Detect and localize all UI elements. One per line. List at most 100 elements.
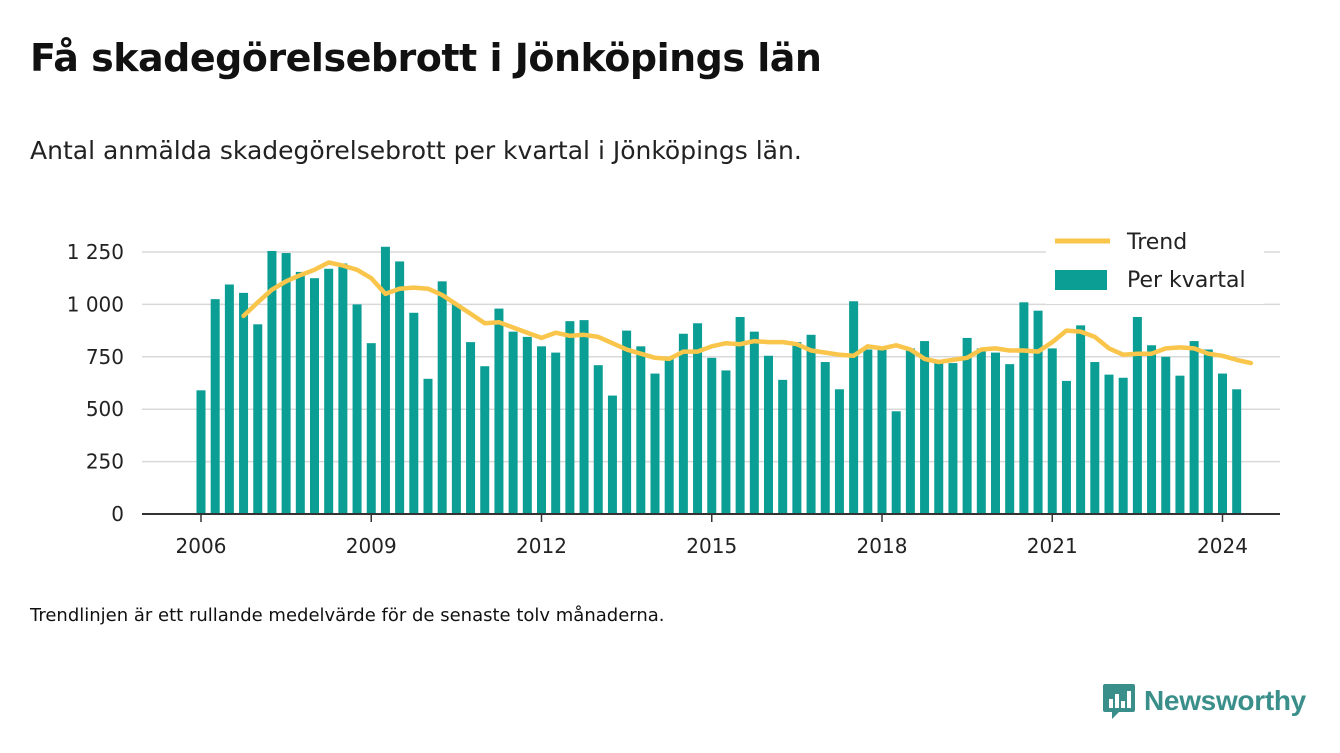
bar [395, 261, 405, 514]
bar [281, 253, 291, 514]
bar [1161, 356, 1171, 514]
bar [494, 308, 504, 514]
x-tick-label: 2021 [1027, 534, 1078, 558]
bar [537, 346, 546, 514]
chart-title: Få skadegörelsebrott i Jönköpings län [30, 36, 822, 80]
y-tick-label: 1 000 [67, 292, 124, 316]
x-tick-label: 2006 [176, 534, 227, 558]
bar [778, 379, 788, 514]
bar [891, 411, 901, 514]
bar [962, 337, 972, 514]
bar [1019, 302, 1029, 514]
bar [1118, 377, 1128, 514]
bar [239, 292, 249, 514]
bar-line-chart: 1 250 1 000 750 500 250 0 2006 2009 2012 2015 2018… [66, 220, 1280, 558]
bar [622, 330, 632, 514]
bar [324, 268, 334, 514]
bar [423, 378, 433, 514]
bar [352, 304, 362, 514]
bar [1232, 389, 1242, 514]
bar [1076, 325, 1086, 514]
brand-name: Newsworthy [1144, 685, 1306, 716]
bar [991, 352, 1000, 514]
bar [1175, 375, 1185, 514]
legend-bar-swatch [1055, 270, 1107, 290]
newsworthy-logo-icon [1103, 684, 1135, 719]
bar [834, 389, 844, 514]
bar [636, 346, 646, 514]
bar [1005, 364, 1015, 514]
bar [210, 299, 220, 514]
y-tick-label: 750 [86, 345, 124, 369]
axes: 1 250 1 000 750 500 250 0 2006 2009 2012 2015 2018… [67, 240, 1280, 558]
y-tick-label: 0 [111, 502, 124, 526]
x-tick-label: 2015 [686, 534, 737, 558]
bar [1132, 316, 1142, 514]
x-tick-label: 2018 [857, 534, 908, 558]
bar [565, 321, 575, 514]
bar [508, 331, 518, 514]
bar [267, 250, 277, 514]
bars-per-kvartal [196, 246, 1242, 514]
bar [551, 352, 561, 514]
bar [664, 358, 674, 514]
bar [1147, 345, 1157, 514]
bar [877, 347, 887, 514]
bar [1104, 374, 1114, 514]
bar [820, 362, 830, 514]
x-tick-label: 2024 [1197, 534, 1248, 558]
bar [437, 281, 447, 514]
trend-line [241, 260, 1254, 366]
bar [224, 284, 234, 514]
bar [1033, 310, 1043, 514]
bar [678, 333, 688, 514]
legend: Trend Per kvartal [1046, 220, 1264, 304]
bar [338, 263, 348, 514]
bar [948, 363, 958, 514]
bar [764, 355, 773, 514]
bar [593, 365, 603, 514]
bar [196, 390, 206, 514]
bar [380, 246, 390, 514]
bar [579, 320, 589, 514]
bar [310, 278, 319, 514]
bar [466, 342, 476, 514]
y-tick-label: 1 250 [67, 240, 124, 264]
bar [905, 348, 915, 514]
bar [253, 324, 263, 514]
y-tick-label: 250 [86, 450, 124, 474]
bar [1061, 380, 1071, 514]
y-tick-label: 500 [86, 397, 124, 421]
bar [721, 370, 731, 514]
legend-label-trend: Trend [1126, 230, 1187, 255]
bar [792, 342, 802, 514]
bar [295, 271, 305, 514]
brand-logo[interactable]: Newsworthy [1102, 682, 1306, 720]
x-tick-label: 2012 [516, 534, 567, 558]
bar [480, 366, 490, 514]
bar [650, 373, 660, 514]
bar [707, 357, 717, 514]
chart-subtitle: Antal anmälda skadegörelsebrott per kvar… [30, 136, 802, 165]
bar [1218, 373, 1227, 514]
bar [976, 348, 986, 514]
bar [1189, 341, 1199, 514]
bar [1090, 362, 1100, 514]
bar [451, 304, 461, 514]
bar [735, 316, 745, 514]
trend-line-layer [241, 260, 1254, 366]
bar [366, 343, 376, 514]
x-tick-label: 2009 [346, 534, 397, 558]
bar [849, 301, 859, 514]
bar [863, 349, 873, 514]
legend-label-per-kvartal: Per kvartal [1127, 268, 1246, 293]
bar [920, 341, 930, 514]
bar [522, 336, 532, 514]
bar [409, 312, 419, 514]
bar [1203, 349, 1213, 514]
bar [1047, 348, 1057, 514]
bar [806, 334, 816, 514]
bar [607, 395, 617, 514]
bar [934, 363, 944, 514]
bar [749, 331, 759, 514]
